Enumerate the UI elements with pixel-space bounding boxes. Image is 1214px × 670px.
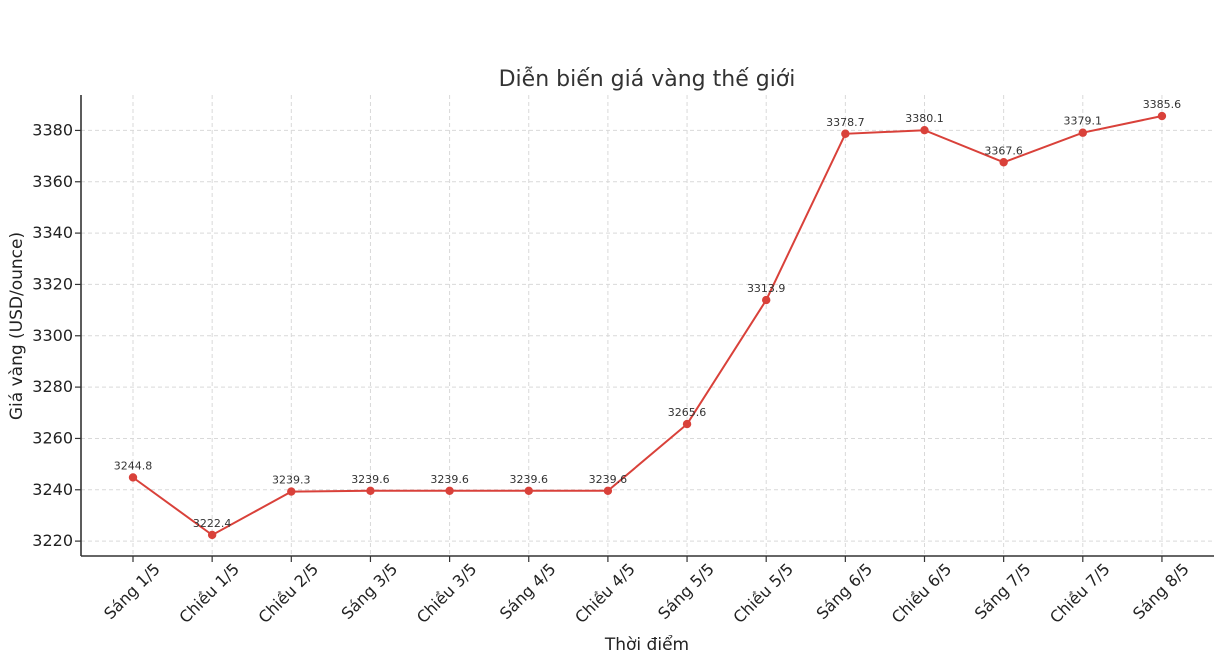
data-point xyxy=(445,486,454,496)
data-point xyxy=(1157,111,1167,121)
data-point xyxy=(1078,128,1088,137)
data-label: 3379.1 xyxy=(1064,115,1103,128)
x-tick-label: Sáng 4/5 xyxy=(496,559,560,623)
chart-title: Diễn biến giá vàng thế giới xyxy=(499,66,796,92)
y-tick-label: 3240 xyxy=(32,480,73,499)
data-point xyxy=(762,295,771,305)
data-point xyxy=(682,419,692,429)
data-point xyxy=(999,158,1008,167)
x-tick-label: Sáng 8/5 xyxy=(1129,559,1193,623)
data-point xyxy=(841,129,850,138)
data-labels: 3244.8 3222.4 3239.3 3239.6 3239.6 3239.6 3239… xyxy=(114,98,1181,530)
y-tick-label: 3280 xyxy=(32,377,73,396)
x-tick-label: Sáng 6/5 xyxy=(812,559,876,623)
y-tick-label: 3380 xyxy=(32,120,73,139)
x-tick-label: Sáng 1/5 xyxy=(100,559,164,623)
data-point xyxy=(287,487,296,496)
y-tick-label: 3340 xyxy=(32,223,73,242)
y-axis-ticks: 3220 3240 3260 3280 3300 3320 3340 3360 3380 xyxy=(32,120,81,550)
data-label: 3313.9 xyxy=(747,282,786,295)
x-tick-label: Chiều 2/5 xyxy=(255,559,323,627)
data-label: 3239.6 xyxy=(430,473,469,486)
data-label: 3239.3 xyxy=(272,474,311,487)
x-tick-label: Chiều 5/5 xyxy=(729,559,797,627)
data-label: 3378.7 xyxy=(826,116,865,129)
data-point xyxy=(128,473,138,482)
y-tick-label: 3220 xyxy=(32,531,73,550)
data-label: 3380.1 xyxy=(905,112,944,125)
data-point xyxy=(366,486,375,496)
y-tick-label: 3260 xyxy=(32,428,73,447)
data-label: 3239.6 xyxy=(510,473,549,486)
x-tick-label: Sáng 5/5 xyxy=(654,559,718,623)
data-label: 3385.6 xyxy=(1143,98,1182,111)
data-label: 3265.6 xyxy=(668,406,707,419)
data-point xyxy=(920,125,929,135)
data-label: 3244.8 xyxy=(114,459,153,472)
x-tick-label: Sáng 7/5 xyxy=(971,559,1035,623)
series-line xyxy=(132,115,1163,537)
data-points xyxy=(128,111,1167,540)
x-tick-label: Chiều 1/5 xyxy=(175,559,243,627)
x-tick-label: Sáng 3/5 xyxy=(338,559,402,623)
data-point xyxy=(207,530,217,540)
y-axis-label: Giá vàng (USD/ounce) xyxy=(7,232,27,420)
data-label: 3239.6 xyxy=(589,473,628,486)
y-tick-label: 3360 xyxy=(32,172,73,191)
x-tick-label: Chiều 6/5 xyxy=(888,559,956,627)
x-tick-label: Chiều 7/5 xyxy=(1046,559,1114,627)
data-label: 3239.6 xyxy=(351,473,390,486)
data-label: 3367.6 xyxy=(984,144,1023,157)
x-tick-label: Chiều 4/5 xyxy=(571,559,639,627)
data-point xyxy=(524,486,533,496)
x-tick-label: Chiều 3/5 xyxy=(413,559,481,627)
grid-lines xyxy=(81,95,1214,556)
y-tick-label: 3300 xyxy=(32,326,73,345)
x-axis-label: Thời điểm xyxy=(604,634,689,655)
data-label: 3222.4 xyxy=(193,517,232,530)
y-tick-label: 3320 xyxy=(32,274,73,293)
x-axis-ticks: Sáng 1/5 Chiều 1/5 Chiều 2/5 Sáng 3/5 Chiều … xyxy=(100,556,1193,627)
data-point xyxy=(603,486,613,496)
